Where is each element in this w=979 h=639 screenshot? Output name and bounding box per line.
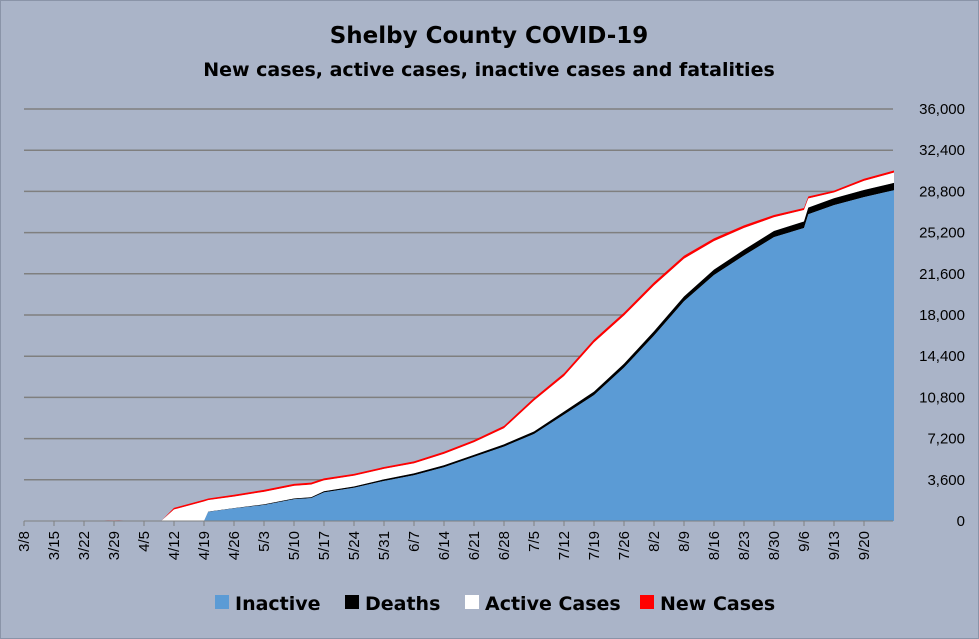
y-tick-label: 0 [957,513,965,530]
x-tick-label: 3/8 [16,531,33,552]
y-tick-label: 36,000 [919,101,965,118]
x-tick-label: 5/10 [286,531,303,560]
legend-label-new-cases: New Cases [660,593,775,615]
x-tick-label: 8/23 [736,531,753,560]
x-tick-label: 8/9 [676,531,693,552]
y-tick-label: 18,000 [919,307,965,324]
y-tick-label: 3,600 [927,472,965,489]
x-tick-label: 7/5 [526,531,543,552]
x-tick-label: 8/16 [706,531,723,560]
chart-title: Shelby County COVID-19 [330,23,649,49]
legend-swatch-new-cases [640,595,654,609]
x-tick-label: 9/6 [796,531,813,552]
area-deaths [24,182,894,522]
x-tick-label: 8/2 [646,531,663,552]
y-tick-label: 10,800 [919,389,965,406]
x-tick-label: 7/12 [556,531,573,560]
legend-label-deaths: Deaths [365,593,440,615]
x-tick-label: 3/29 [106,531,123,560]
legend-swatch-deaths [345,595,359,609]
x-tick-label: 4/19 [196,531,213,560]
y-tick-label: 32,400 [919,142,965,159]
x-tick-label: 9/13 [826,531,843,560]
x-tick-label: 6/21 [466,531,483,560]
x-tick-label: 5/17 [316,531,333,560]
x-tick-label: 9/20 [856,531,873,560]
x-tick-label: 4/12 [166,531,183,560]
area-inactive [24,190,894,521]
chart-subtitle: New cases, active cases, inactive cases … [203,59,775,81]
area-active-cases [24,172,894,521]
x-tick-label: 6/7 [406,531,423,552]
x-tick-label: 7/19 [586,531,603,560]
axes: 0 3,600 7,200 10,800 14,400 18,000 21,600 25,20… [16,101,965,560]
plot-areas [24,170,894,522]
x-tick-label: 4/26 [226,531,243,560]
legend-label-inactive: Inactive [235,593,321,615]
x-tick-label: 4/5 [136,531,153,552]
y-tick-label: 7,200 [927,431,965,448]
legend-label-active-cases: Active Cases [485,593,621,615]
legend: Inactive Deaths Active Cases New Cases [215,593,775,615]
x-tick-label: 6/14 [436,531,453,560]
x-tick-label: 8/30 [766,531,783,560]
x-tick-label: 5/31 [376,531,393,560]
x-tick-label: 6/28 [496,531,513,560]
x-tick-label: 7/26 [616,531,633,560]
y-tick-label: 28,800 [919,183,965,200]
x-tick-label: 5/24 [346,531,363,560]
legend-swatch-inactive [215,595,229,609]
legend-swatch-active-cases [465,595,479,609]
x-tick-label: 3/22 [76,531,93,560]
y-tick-label: 14,400 [919,348,965,365]
y-tick-label: 21,600 [919,266,965,283]
x-tick-label: 5/3 [256,531,273,552]
x-tick-label: 3/15 [46,531,63,560]
y-tick-label: 25,200 [919,225,965,242]
